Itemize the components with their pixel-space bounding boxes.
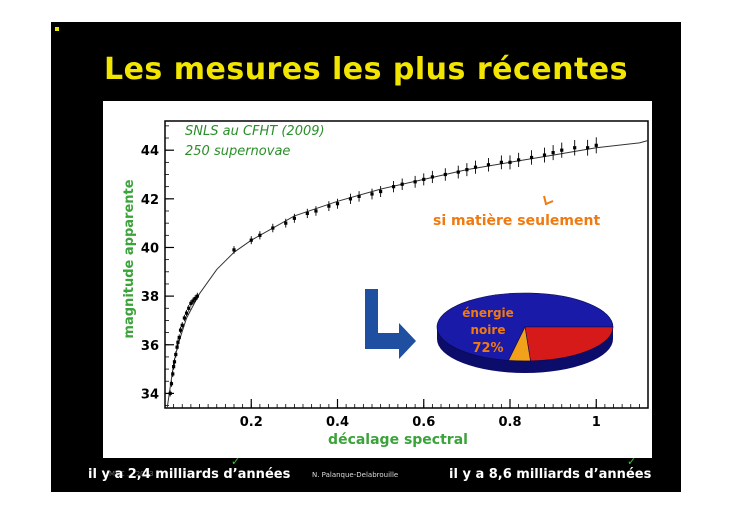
data-point [465,168,469,172]
data-point [529,155,534,160]
data-point [379,189,383,194]
pie-slice [524,326,614,362]
data-point [594,143,598,147]
data-point [178,328,183,332]
chart-svg: 0.2 0.4 0.6 0.8 1 34 36 38 40 42 44 SNLS au CFHT (… [122,120,649,448]
data-point [499,160,503,164]
orange-label: si matière seulement [433,213,600,229]
bullet-marker [55,27,59,31]
data-point [174,352,178,357]
x-tick-label: 0.6 [412,415,435,430]
data-point [586,146,590,150]
data-point [249,238,253,242]
orange-tick-mark [543,195,554,206]
data-point [542,153,547,157]
annotation-line-2: 250 supernovae [185,144,290,159]
data-point [195,294,199,298]
x-tick-label: 0.4 [326,415,349,430]
data-point [413,180,417,184]
y-tick-label: 44 [141,144,159,159]
data-point [191,299,195,303]
chart-axes: 0.2 0.4 0.6 0.8 1 34 36 38 40 42 44 [141,120,649,430]
y-tick-label: 40 [141,241,159,256]
y-tick-label: 38 [141,290,159,305]
data-point [189,301,193,306]
model-curve [166,140,649,409]
pie-label-line-2: noire [471,323,506,337]
x-axis-label: décalage spectral [328,432,468,448]
pie-label-line-3: 72% [472,341,503,356]
data-point [172,365,176,369]
data-point [193,296,197,301]
pie-label-line-1: énergie [462,306,514,320]
blue-arrow-icon [365,289,416,359]
y-tick-label: 42 [141,193,159,208]
data-point [422,177,426,181]
y-axis-label: magnitude apparente [122,179,137,338]
data-point [175,345,179,349]
chart-panel: 0.2 0.4 0.6 0.8 1 34 36 38 40 42 44 SNLS au CFHT (… [103,101,652,458]
data-point [284,221,288,225]
x-tick-label: 0.2 [240,415,263,430]
data-point [486,163,491,167]
y-tick-label: 36 [141,339,159,354]
data-point [305,211,309,216]
green-tick-right-icon: ✓ [627,455,637,468]
x-tick-label: 0.8 [498,415,521,430]
data-point [187,306,191,310]
data-point [443,172,447,177]
dark-energy-pie [436,292,614,373]
data-point [314,209,318,213]
y-tick-label: 34 [141,387,159,402]
data-point [473,165,478,169]
data-point [391,185,396,189]
data-point [430,175,434,179]
x-tick-label: 1 [592,415,601,430]
data-point [573,146,577,150]
data-point [551,151,555,155]
pie-slice [508,326,531,362]
data-point [171,372,175,376]
annotation-line-1: SNLS au CFHT (2009) [185,124,325,139]
data-point [517,158,521,162]
data-point [370,192,374,196]
data-point [168,391,172,396]
data-point [184,311,189,315]
data-point [348,197,353,201]
author-credit: N. Palanque-Delabrouille [312,471,399,479]
data-point [335,202,340,206]
data-point [176,340,180,344]
data-point [357,194,361,198]
data-point [560,148,564,152]
data-points-layer [168,137,598,397]
data-point [180,323,184,327]
data-point [258,233,262,237]
data-point [182,316,187,320]
data-point [232,248,236,252]
data-point [456,170,460,174]
data-point [177,335,181,340]
data-point [169,382,174,386]
green-tick-left-icon: ✓ [231,455,241,468]
footer-left: il y a 2,4 milliards d’années [88,467,291,482]
faint-credit: MAC ... 2013 [109,470,154,478]
data-point [508,160,512,164]
model-curve-layer [166,140,649,409]
data-point [172,360,177,364]
footer-right: il y a 8,6 milliards d’années [449,467,652,482]
data-point [400,182,404,186]
data-point [271,226,275,230]
slide-title: Les mesures les plus récentes [103,52,629,87]
data-point [292,216,296,220]
data-point [327,204,331,208]
